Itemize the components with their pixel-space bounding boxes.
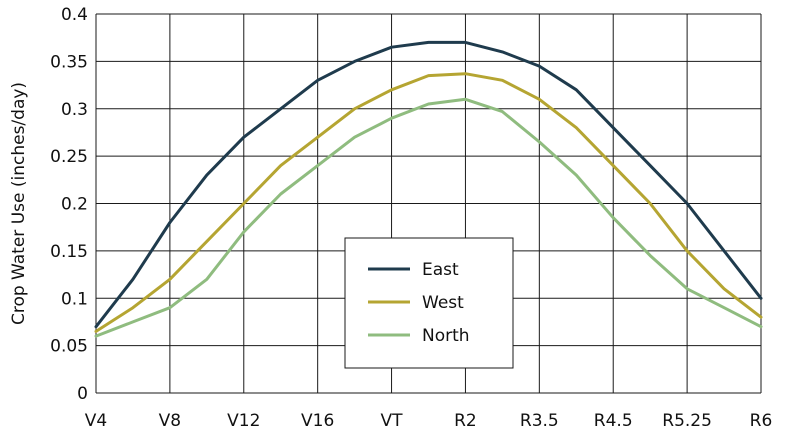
y-tick-label: 0.25 [50, 147, 88, 167]
x-tick-label: R6 [750, 411, 773, 431]
series-lines [94, 40, 763, 338]
y-tick-label: 0.1 [61, 289, 88, 309]
legend-label-west: West [422, 293, 464, 313]
x-tick-label: R2 [454, 411, 477, 431]
y-tick-label: 0.3 [61, 100, 88, 120]
series-line-west [94, 72, 763, 333]
y-axis-ticks: 0 0.05 0.1 0.15 0.2 0.25 0.3 0.35 0.4 [50, 5, 88, 404]
x-tick-label: V4 [85, 411, 107, 431]
y-tick-label: 0.35 [50, 52, 88, 72]
legend: East West North [344, 237, 514, 369]
y-axis-title: Crop Water Use (inches/day) [9, 82, 29, 325]
y-tick-label: 0.2 [61, 195, 88, 215]
y-tick-label: 0.05 [50, 337, 88, 357]
x-tick-label: R3.5 [520, 411, 559, 431]
x-tick-label: R5.25 [662, 411, 712, 431]
legend-label-east: East [422, 260, 459, 280]
y-tick-label: 0 [77, 384, 88, 404]
series-line-east [94, 40, 763, 329]
x-tick-label: R4.5 [594, 411, 633, 431]
x-tick-label: V8 [159, 411, 181, 431]
y-tick-label: 0.4 [61, 5, 88, 25]
y-tick-label: 0.15 [50, 242, 88, 262]
x-tick-label: VT [381, 411, 404, 431]
x-tick-label: V16 [301, 411, 334, 431]
x-tick-label: V12 [227, 411, 260, 431]
legend-label-north: North [422, 326, 470, 346]
x-axis-ticks: V4 V8 V12 V16 VT R2 R3.5 R4.5 R5.25 R6 [85, 411, 773, 431]
series-line-north [94, 97, 763, 338]
